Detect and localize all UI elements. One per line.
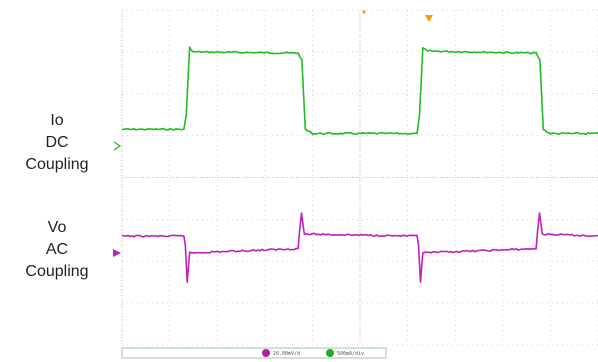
trace-vo	[121, 212, 598, 283]
readout-bar: 20.00mV/d 500mA/div	[121, 347, 387, 359]
trigger-time-marker	[362, 10, 366, 14]
waveform-traces	[121, 46, 598, 283]
scope-markers	[113, 10, 433, 257]
vo-label-line-3: Coupling	[25, 263, 88, 280]
trace-io	[121, 46, 598, 136]
vo-channel-ground-marker	[113, 249, 121, 257]
vo-label-line-1: Vo	[48, 219, 67, 236]
io-channel-ground-marker	[113, 141, 122, 151]
green-channel-dot	[326, 349, 334, 357]
center-axes	[121, 10, 598, 345]
io-label-line-2: DC	[45, 134, 68, 151]
trigger-position-marker	[425, 15, 433, 22]
purple-channel-dot	[262, 349, 270, 357]
green-channel-readout: 500mA/div	[337, 351, 364, 357]
io-label-line-3: Coupling	[25, 156, 88, 173]
graticule-grid	[121, 9, 598, 346]
io-label-line-1: Io	[50, 112, 63, 129]
purple-channel-readout: 20.00mV/d	[273, 351, 300, 357]
readout-frame	[121, 347, 387, 359]
vo-label-line-2: AC	[46, 241, 68, 258]
